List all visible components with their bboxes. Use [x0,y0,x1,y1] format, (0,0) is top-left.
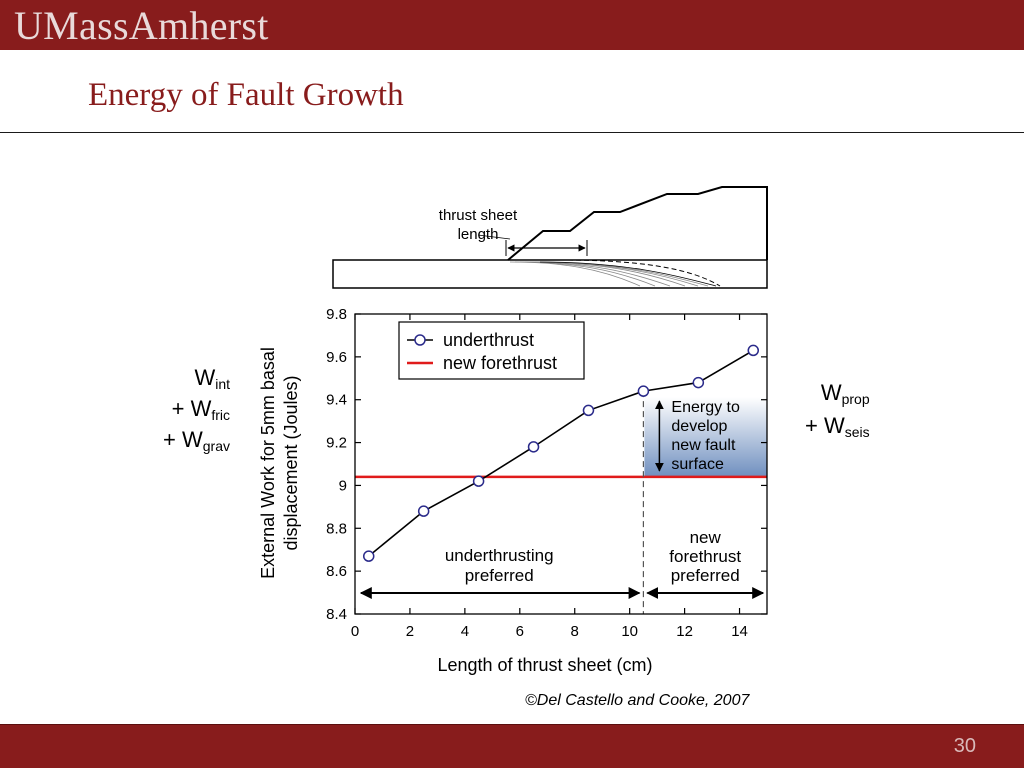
header-bar: UMassAmherst [0,0,1024,50]
slide-title: Energy of Fault Growth [88,77,404,113]
y-tick-label: 9.2 [326,435,347,452]
left-region-label-line2: preferred [465,566,534,585]
x-tick-label: 14 [731,623,748,640]
y-tick-label: 8.8 [326,520,347,537]
x-tick-labels: 0 2 4 6 8 10 12 14 [351,623,748,640]
data-point [637,385,650,397]
legend-underthrust-label: underthrust [443,330,534,350]
term-w-int: Wint [194,365,230,392]
x-tick-label: 12 [676,623,693,640]
term-w-prop: Wprop [820,380,870,407]
umass-logo: UMassAmherst [14,3,269,48]
energy-box [644,397,767,477]
legend-underthrust-marker [414,334,426,346]
x-tick-label: 0 [351,623,359,640]
footer-divider [0,724,1024,725]
energy-label-line1: Energy to [671,399,740,416]
page-number: 30 [953,735,976,757]
schematic-dashed-fault [559,259,721,287]
right-region-label-line3: preferred [671,566,740,585]
y-axis-label-line2: displacement (Joules) [281,375,301,550]
schematic-base [332,259,768,289]
data-point [472,475,485,487]
legend-forethrust-label: new forethrust [443,353,557,373]
schematic-label-line1: thrust sheet [439,207,518,224]
y-tick-label: 9.6 [326,349,347,366]
y-tick-label: 8.6 [326,563,347,580]
x-axis-label: Length of thrust sheet (cm) [437,655,652,675]
data-point [417,505,430,517]
legend: underthrust new forethrust [398,321,585,380]
right-region-label-line2: forethrust [669,547,741,566]
y-tick-label: 8.4 [326,606,347,623]
right-region-label-line1: new [690,528,722,547]
series-underthrust-points [362,344,760,562]
x-tick-label: 8 [571,623,579,640]
work-terms-right: Wprop + Wseis [805,376,870,442]
chart: 8.4 8.6 8.8 9 9.2 9.4 9.6 9.8 0 2 4 6 8 10 12 14 Energ… [258,306,768,675]
plot-frame [354,313,768,615]
y-axis-label-line1: External Work for 5mm basal [258,347,278,579]
work-terms-left: Wint + Wfric + Wgrav [163,362,230,455]
data-point [527,441,540,453]
y-tick-labels: 8.4 8.6 8.8 9 9.2 9.4 9.6 9.8 [326,306,347,623]
x-tick-label: 4 [461,623,469,640]
title-divider [0,132,1024,133]
data-point [582,404,595,417]
schematic-label-line2: length [458,226,499,243]
energy-label-line4: surface [671,456,724,473]
y-tick-label: 9 [339,477,347,494]
data-point [362,550,375,562]
y-tick-label: 9.4 [326,392,347,409]
term-w-seis: + Wseis [805,413,870,440]
citation: ©Del Castello and Cooke, 2007 [525,692,750,709]
term-w-fric: + Wfric [171,396,230,423]
energy-label-line3: new fault [671,437,736,454]
y-tick-label: 9.8 [326,306,347,323]
length-leader [477,234,511,240]
term-w-grav: + Wgrav [163,427,230,454]
legend-box [398,321,585,380]
left-region-label-line1: underthrusting [445,546,554,565]
energy-label-line2: develop [671,418,727,435]
x-tick-label: 2 [406,623,414,640]
series-underthrust-line [368,349,754,557]
x-tick-label: 6 [516,623,524,640]
data-point [692,376,705,389]
thrust-schematic: thrust sheet length [332,186,768,289]
data-point [747,344,760,357]
footer-bar [0,724,1024,768]
x-tick-label: 10 [621,623,638,640]
schematic-fault-lines [509,261,717,287]
schematic-wedge [507,186,768,261]
